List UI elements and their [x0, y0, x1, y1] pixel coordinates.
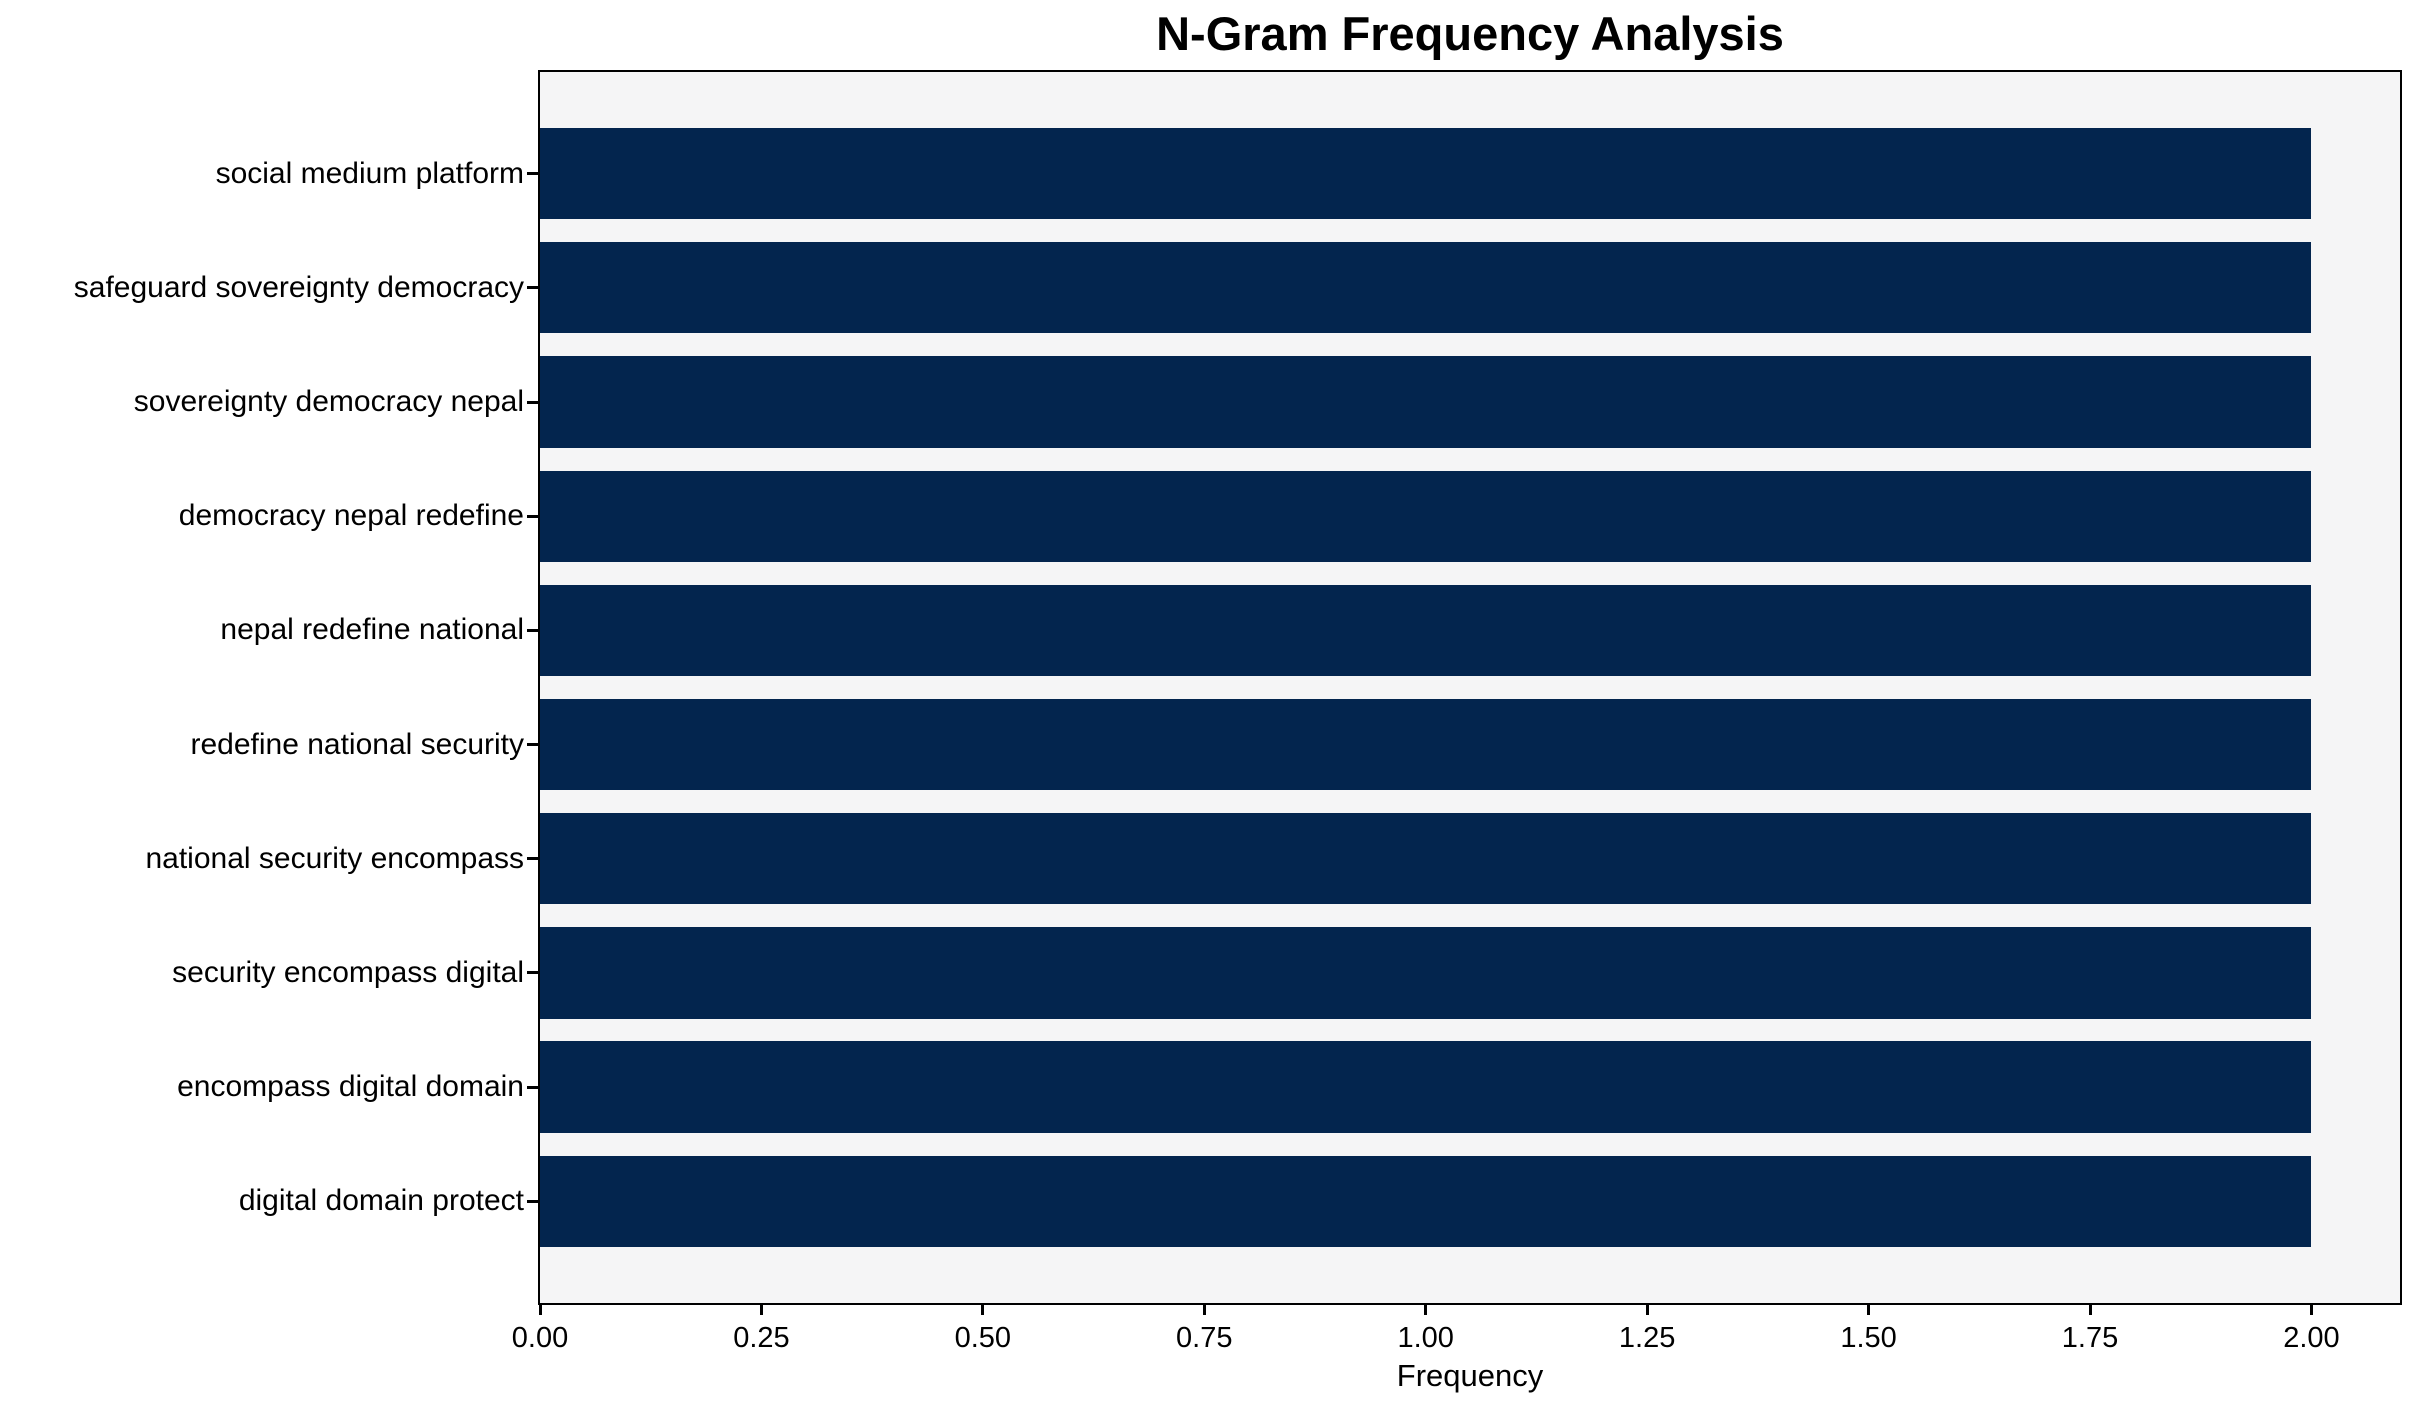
- x-tick-mark: [1645, 1304, 1649, 1315]
- bar: [540, 127, 2312, 220]
- bar: [540, 698, 2312, 791]
- x-axis-label: Frequency: [1396, 1358, 1544, 1393]
- bar: [540, 1041, 2312, 1133]
- y-tick-label: nepal redefine national: [220, 613, 524, 647]
- y-tick-label: social medium platform: [215, 156, 524, 190]
- x-tick-mark: [2088, 1304, 2092, 1315]
- y-tick-label: safeguard sovereignty democracy: [73, 270, 524, 304]
- x-tick-label: 0.50: [954, 1322, 1012, 1354]
- x-tick-label: 1.75: [2061, 1322, 2119, 1354]
- y-tick-mark: [527, 628, 538, 632]
- bar: [540, 813, 2312, 905]
- bar: [540, 1155, 2312, 1248]
- y-tick-mark: [527, 514, 538, 518]
- x-tick-mark: [1867, 1304, 1871, 1315]
- x-tick-label: 1.50: [1840, 1322, 1897, 1354]
- y-tick-label: democracy nepal redefine: [178, 499, 524, 533]
- y-tick-label: sovereignty democracy nepal: [133, 385, 524, 419]
- x-tick-label: 1.25: [1618, 1322, 1676, 1354]
- y-tick-mark: [527, 971, 538, 975]
- x-tick-label: 2.00: [2283, 1322, 2340, 1354]
- x-tick-label: 0.00: [511, 1322, 569, 1354]
- x-tick-mark: [981, 1304, 985, 1315]
- x-tick-mark: [2309, 1304, 2313, 1315]
- x-tick-label: 0.75: [1176, 1322, 1233, 1354]
- y-tick-mark: [527, 1199, 538, 1203]
- y-tick-mark: [527, 400, 538, 404]
- y-tick-label: encompass digital domain: [177, 1070, 524, 1104]
- x-tick-mark: [1424, 1304, 1428, 1315]
- y-tick-label: security encompass digital: [172, 955, 524, 989]
- y-tick-mark: [527, 1085, 538, 1089]
- y-tick-mark: [527, 857, 538, 861]
- x-tick-mark: [1202, 1304, 1206, 1315]
- y-tick-label: national security encompass: [145, 841, 524, 875]
- y-tick-label: redefine national security: [190, 727, 524, 761]
- y-tick-mark: [527, 286, 538, 290]
- x-tick-mark: [759, 1304, 763, 1315]
- x-tick-label: 0.25: [733, 1322, 790, 1354]
- x-tick-mark: [538, 1304, 542, 1315]
- bar: [540, 356, 2312, 448]
- y-tick-mark: [527, 172, 538, 176]
- bar: [540, 584, 2312, 677]
- chart-title: N-Gram Frequency Analysis: [1156, 7, 1784, 60]
- bar: [540, 242, 2312, 334]
- y-tick-mark: [527, 743, 538, 747]
- bar: [540, 927, 2312, 1019]
- bar: [540, 470, 2312, 562]
- x-tick-label: 1.00: [1397, 1322, 1454, 1354]
- y-tick-label: digital domain protect: [238, 1184, 524, 1218]
- plot-area: [540, 72, 2400, 1303]
